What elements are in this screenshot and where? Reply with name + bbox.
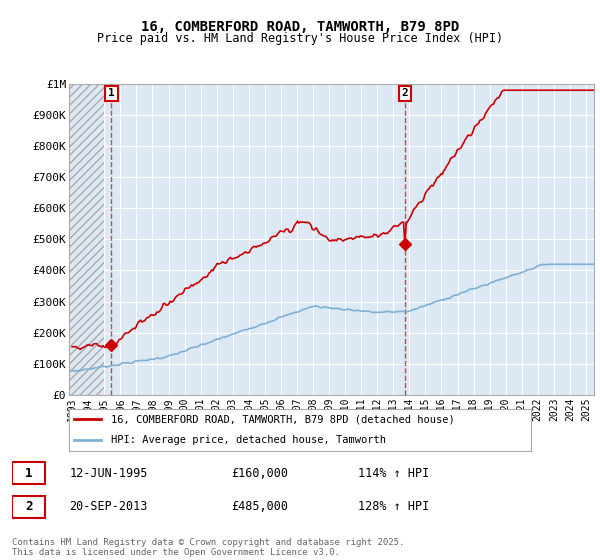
Text: 114% ↑ HPI: 114% ↑ HPI [358,466,429,480]
Text: 20-SEP-2013: 20-SEP-2013 [70,500,148,514]
Text: £485,000: £485,000 [231,500,288,514]
Text: 2: 2 [25,500,32,514]
Text: £160,000: £160,000 [231,466,288,480]
Bar [69,84,104,395]
Bar [12,496,46,518]
Text: Price paid vs. HM Land Registry's House Price Index (HPI): Price paid vs. HM Land Registry's House … [97,32,503,45]
Text: 1: 1 [108,88,115,99]
Bar [12,462,46,484]
Text: 2: 2 [401,88,408,99]
Text: 1: 1 [25,466,32,480]
Text: 16, COMBERFORD ROAD, TAMWORTH, B79 8PD: 16, COMBERFORD ROAD, TAMWORTH, B79 8PD [141,20,459,34]
Text: HPI: Average price, detached house, Tamworth: HPI: Average price, detached house, Tamw… [110,435,386,445]
Text: 12-JUN-1995: 12-JUN-1995 [70,466,148,480]
Text: 16, COMBERFORD ROAD, TAMWORTH, B79 8PD (detached house): 16, COMBERFORD ROAD, TAMWORTH, B79 8PD (… [110,414,454,424]
Text: 128% ↑ HPI: 128% ↑ HPI [358,500,429,514]
Text: Contains HM Land Registry data © Crown copyright and database right 2025.
This d: Contains HM Land Registry data © Crown c… [12,538,404,557]
